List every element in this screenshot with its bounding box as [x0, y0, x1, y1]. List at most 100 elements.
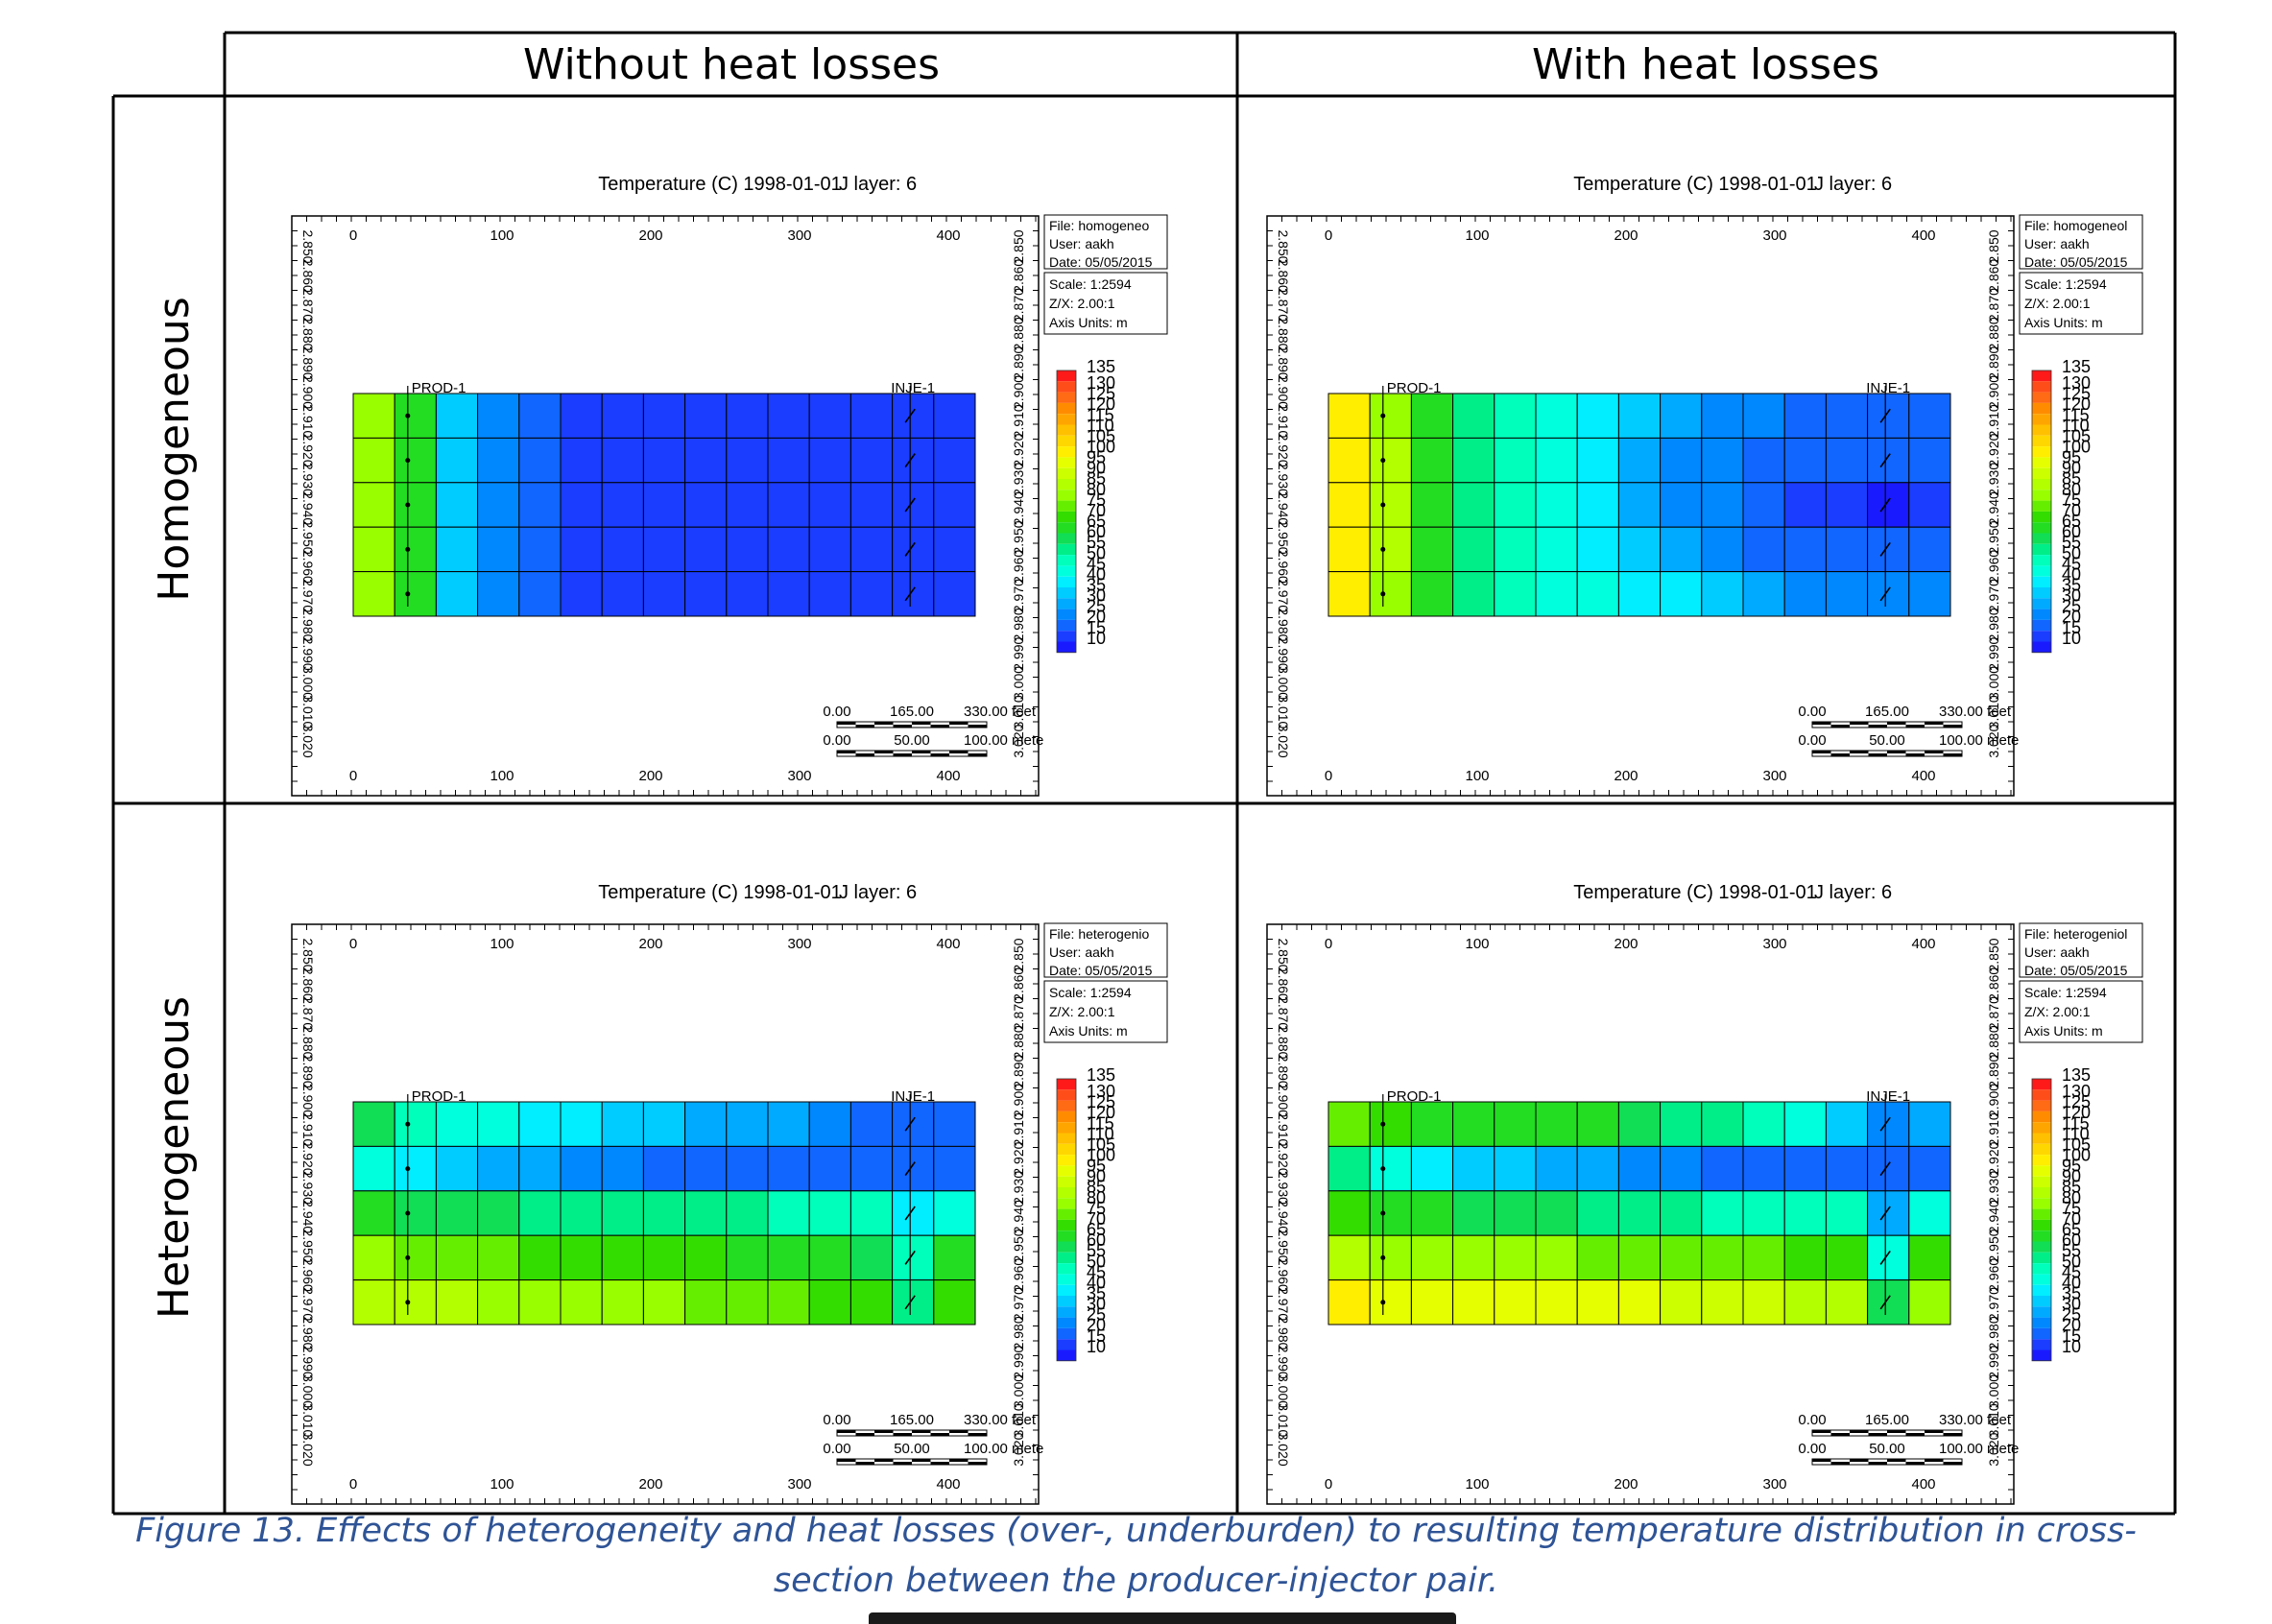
legend-swatch: [1057, 414, 1076, 425]
legend-value: 55: [2062, 1241, 2081, 1260]
grid-cell: [1535, 393, 1578, 439]
scale-info-text: Z/X: 2.00:1: [1049, 296, 1115, 311]
x-tick-label-bottom: 0: [1325, 768, 1332, 784]
scalebar-segment: [930, 1462, 949, 1465]
injector-perforation: [1879, 1161, 1891, 1177]
y-tick-label-left: 2.950: [300, 520, 316, 554]
grid-cell: [518, 571, 562, 617]
grid-cell: [1867, 1101, 1910, 1147]
grid-cell: [1908, 1101, 1951, 1147]
grid-cell: [1410, 1279, 1454, 1325]
legend-value: 35: [1087, 575, 1106, 594]
legend-value: 95: [1087, 448, 1106, 467]
legend-swatch: [2032, 490, 2051, 501]
grid-cell: [892, 1101, 935, 1147]
legend-value: 20: [1087, 608, 1106, 627]
x-tick-label-bottom: 200: [1614, 1476, 1638, 1493]
x-tick-label-bottom: 400: [936, 768, 960, 784]
grid-cell: [1908, 393, 1951, 439]
producer-perforation: [1380, 1254, 1386, 1260]
y-tick-label-left: 2.890: [1276, 1055, 1291, 1088]
legend-swatch: [1057, 641, 1076, 653]
legend-value: 85: [1087, 1178, 1106, 1197]
legend-value: 25: [2062, 1305, 2081, 1325]
scalebar-segment: [855, 725, 874, 728]
grid-cell: [1617, 393, 1662, 439]
panel-layer-label: J layer: 6: [1814, 174, 1892, 195]
grid-cell: [1617, 1145, 1662, 1192]
legend-value: 115: [2062, 405, 2090, 424]
legend-swatch: [2032, 381, 2051, 393]
grid-cell: [1410, 526, 1454, 573]
grid-cell: [1494, 482, 1537, 528]
legend-value: 120: [1087, 1103, 1115, 1122]
well-label-injector: INJE-1: [1866, 1088, 1910, 1105]
file-info-text: User: aakh: [1049, 944, 1114, 960]
grid-cell: [518, 1279, 562, 1325]
legend-swatch: [1057, 370, 1076, 382]
legend-value: 20: [1087, 1316, 1106, 1335]
scalebar-segment: [1830, 1462, 1850, 1465]
grid-cell: [767, 1190, 810, 1236]
y-tick-label-left: 2.910: [300, 1112, 316, 1146]
legend-swatch: [2032, 1296, 2051, 1307]
y-tick-label-right: 2.960: [1986, 1258, 2001, 1292]
grid-cell: [767, 1234, 810, 1281]
y-tick-label-right: 2.880: [1986, 1025, 2001, 1059]
grid-cell: [1825, 526, 1869, 573]
grid-cell: [1576, 393, 1619, 439]
legend-value: 70: [2062, 1209, 2081, 1229]
legend-swatch: [2032, 1327, 2051, 1340]
y-tick-label-right: 2.870: [1011, 996, 1026, 1030]
legend-swatch: [1057, 435, 1076, 447]
legend-value: 115: [1087, 405, 1114, 424]
grid-cell: [642, 1145, 686, 1192]
column-header-without-heat-losses: Without heat losses: [523, 40, 940, 89]
grid-cell: [642, 1234, 686, 1281]
grid-cell: [1410, 1190, 1454, 1236]
grid-cell: [518, 1190, 562, 1236]
scalebar-segment: [1850, 1430, 1869, 1433]
grid-cell: [1742, 482, 1785, 528]
y-tick-label-right: 2.990: [1986, 636, 2001, 670]
panel-layer-label: J layer: 6: [839, 882, 917, 903]
grid-cell: [684, 437, 728, 484]
grid-cell: [808, 482, 851, 528]
scalebar-meter-label: 0.00: [1798, 1441, 1826, 1457]
y-tick-label-left: 2.970: [1276, 1287, 1291, 1321]
scalebar-feet-label: 165.00: [1865, 1412, 1909, 1428]
y-tick-label-left: 2.850: [300, 938, 316, 971]
y-tick-label-left: 2.960: [300, 550, 316, 584]
grid-cell: [1327, 526, 1371, 573]
grid-cell: [1660, 1101, 1703, 1147]
y-tick-label-right: 3.010: [1011, 695, 1026, 728]
file-info-text: File: homogeneo: [1049, 218, 1150, 233]
y-tick-label-left: 2.980: [1276, 608, 1291, 641]
legend-value: 10: [1087, 1337, 1106, 1356]
legend-swatch: [1057, 1317, 1076, 1328]
legend-value: 100: [1087, 438, 1115, 457]
scalebar-segment: [874, 1430, 894, 1433]
file-info-box: [2019, 214, 2143, 270]
scalebar-segment: [1943, 1462, 1962, 1465]
y-tick-label-right: 3.020: [1011, 724, 1026, 757]
legend-value: 35: [1087, 1283, 1106, 1302]
scalebar-feet-label: 330.00 feet: [964, 704, 1037, 720]
grid-cell: [1908, 437, 1951, 484]
grid-cell: [1783, 1190, 1827, 1236]
y-tick-label-right: 2.870: [1986, 996, 2001, 1030]
grid-cell: [642, 482, 686, 528]
grid-cell: [1410, 482, 1454, 528]
grid-cell: [435, 1279, 479, 1325]
scale-info-text: Axis Units: m: [1049, 315, 1128, 330]
grid-cell: [1660, 437, 1703, 484]
grid-cell: [1660, 1234, 1703, 1281]
grid-cell: [1867, 1234, 1910, 1281]
scalebar-segment: [912, 751, 931, 753]
legend-value: 50: [1087, 1252, 1106, 1271]
grid-cell: [849, 526, 894, 573]
grid-cell: [560, 1190, 603, 1236]
grid-cell: [933, 571, 976, 617]
y-tick-label-right: 2.870: [1011, 288, 1026, 322]
y-tick-label-left: 3.010: [1276, 695, 1291, 728]
